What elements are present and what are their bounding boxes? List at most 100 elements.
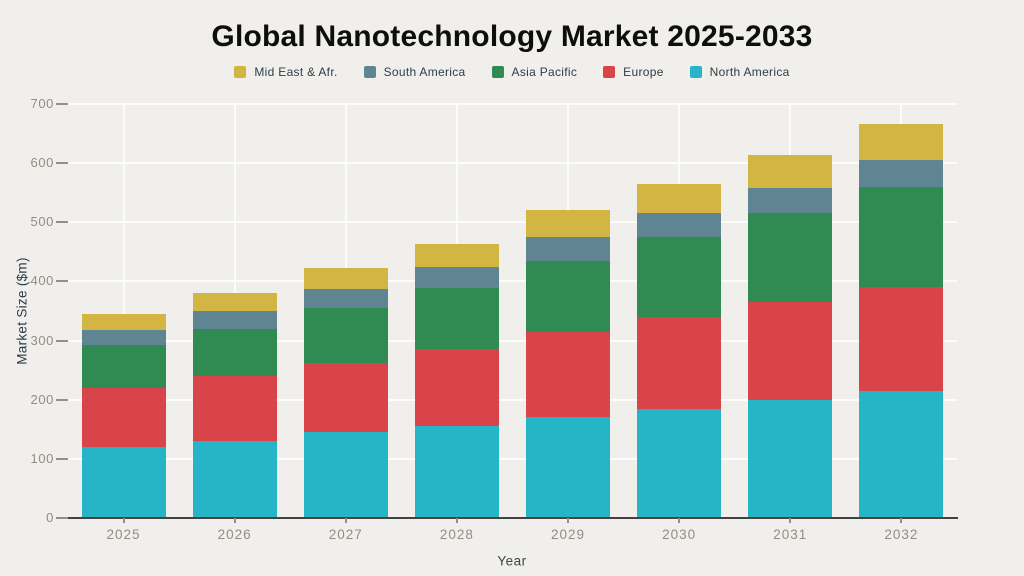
legend-label: South America bbox=[383, 65, 466, 79]
x-tick bbox=[344, 518, 347, 523]
bar-segment-europe-2030 bbox=[637, 316, 722, 409]
x-tick-label: 2029 bbox=[551, 527, 586, 542]
y-tick bbox=[56, 339, 68, 342]
legend-item: North America bbox=[689, 65, 790, 79]
bar-segment-asia-pacific-2028 bbox=[414, 287, 499, 350]
bar-segment-asia-pacific-2032 bbox=[859, 186, 944, 288]
y-tick bbox=[56, 457, 68, 460]
legend: Mid East & Afr. South America Asia Pacific… bbox=[0, 65, 1024, 79]
bar-segment-asia-pacific-2029 bbox=[526, 260, 611, 332]
legend-swatch-icon bbox=[363, 66, 376, 78]
chart-title: Global Nanotechnology Market 2025-2033 bbox=[211, 20, 813, 53]
bar-segment-north-america-2029 bbox=[526, 417, 611, 518]
v-gridline bbox=[122, 104, 125, 518]
y-tick-label: 100 bbox=[30, 450, 54, 466]
bar-segment-south-america-2028 bbox=[414, 267, 499, 288]
bar-segment-south-america-2029 bbox=[526, 237, 611, 261]
bar-segment-north-america-2032 bbox=[859, 390, 944, 518]
bar-segment-mid-east-afr--2031 bbox=[748, 155, 833, 188]
bar-segment-north-america-2030 bbox=[637, 408, 722, 518]
bar-segment-asia-pacific-2026 bbox=[192, 328, 277, 377]
y-tick-label: 500 bbox=[30, 214, 54, 230]
y-tick-label: 300 bbox=[30, 332, 54, 348]
x-tick bbox=[678, 518, 681, 523]
x-tick bbox=[455, 518, 458, 523]
x-axis-line bbox=[62, 517, 958, 519]
bar-segment-asia-pacific-2030 bbox=[637, 237, 722, 317]
legend-label: North America bbox=[709, 65, 790, 79]
h-gridline bbox=[68, 457, 957, 460]
bar-segment-mid-east-afr--2028 bbox=[414, 244, 499, 268]
h-gridline bbox=[68, 103, 957, 105]
x-tick-label: 2027 bbox=[328, 527, 363, 542]
x-tick bbox=[122, 518, 125, 523]
y-tick-label: 400 bbox=[30, 273, 54, 289]
y-tick-label: 0 bbox=[46, 510, 54, 525]
bar-segment-south-america-2025 bbox=[81, 329, 166, 346]
x-tick-label: 2025 bbox=[106, 527, 141, 542]
bar-segment-mid-east-afr--2030 bbox=[637, 183, 722, 214]
legend-label: Europe bbox=[623, 65, 664, 79]
legend-swatch-icon bbox=[491, 66, 504, 78]
bar-segment-europe-2029 bbox=[526, 331, 611, 418]
bar-segment-europe-2027 bbox=[303, 363, 388, 433]
y-tick bbox=[56, 103, 68, 105]
legend-swatch-icon bbox=[689, 66, 702, 78]
bar-segment-europe-2026 bbox=[192, 376, 277, 442]
bar-segment-north-america-2025 bbox=[81, 447, 166, 518]
legend-item: Mid East & Afr. bbox=[234, 65, 337, 79]
h-gridline bbox=[68, 221, 957, 224]
legend-label: Mid East & Afr. bbox=[254, 65, 338, 79]
x-tick-label: 2031 bbox=[773, 527, 808, 542]
x-tick bbox=[900, 518, 903, 523]
legend-swatch-icon bbox=[234, 66, 247, 78]
bar-segment-europe-2031 bbox=[748, 302, 833, 400]
x-axis-label: Year bbox=[497, 553, 527, 569]
y-tick bbox=[56, 280, 68, 283]
h-gridline bbox=[68, 398, 957, 401]
legend-item: South America bbox=[363, 65, 466, 79]
h-gridline bbox=[68, 339, 957, 342]
bar-segment-north-america-2026 bbox=[192, 441, 277, 518]
legend-swatch-icon bbox=[603, 66, 616, 78]
x-tick bbox=[233, 518, 236, 523]
bar-segment-mid-east-afr--2025 bbox=[81, 313, 166, 330]
legend-label: Asia Pacific bbox=[511, 65, 578, 79]
legend-item: Asia Pacific bbox=[491, 65, 578, 79]
h-gridline bbox=[68, 280, 957, 283]
bar-segment-mid-east-afr--2027 bbox=[303, 268, 388, 289]
bar-segment-south-america-2031 bbox=[748, 187, 833, 214]
bar-segment-north-america-2028 bbox=[414, 426, 499, 518]
bar-segment-mid-east-afr--2026 bbox=[192, 293, 277, 311]
x-tick bbox=[789, 518, 792, 523]
bar-segment-south-america-2027 bbox=[303, 288, 388, 309]
y-tick-label: 600 bbox=[30, 155, 54, 171]
x-tick bbox=[567, 518, 570, 523]
bar-segment-south-america-2026 bbox=[192, 311, 277, 329]
y-tick-label: 200 bbox=[30, 391, 54, 407]
x-tick-label: 2028 bbox=[439, 527, 474, 542]
bar-segment-europe-2028 bbox=[414, 349, 499, 427]
bar-segment-mid-east-afr--2029 bbox=[526, 210, 611, 238]
bar-segment-asia-pacific-2027 bbox=[303, 308, 388, 364]
h-gridline bbox=[68, 162, 957, 165]
bar-segment-asia-pacific-2025 bbox=[81, 345, 166, 388]
y-tick-label: 700 bbox=[30, 96, 54, 111]
y-tick bbox=[56, 398, 68, 401]
bar-segment-north-america-2031 bbox=[748, 399, 833, 518]
bar-segment-mid-east-afr--2032 bbox=[859, 123, 944, 161]
x-tick-label: 2030 bbox=[662, 527, 697, 542]
y-tick bbox=[56, 517, 68, 519]
legend-item: Europe bbox=[603, 65, 664, 79]
bar-segment-asia-pacific-2031 bbox=[748, 213, 833, 303]
bar-segment-north-america-2027 bbox=[303, 432, 388, 518]
bar-segment-south-america-2030 bbox=[637, 213, 722, 238]
bar-segment-europe-2032 bbox=[859, 287, 944, 391]
x-tick-label: 2026 bbox=[217, 527, 252, 542]
bar-segment-europe-2025 bbox=[81, 387, 166, 448]
y-tick bbox=[56, 162, 68, 165]
bar-segment-south-america-2032 bbox=[859, 160, 944, 187]
y-tick bbox=[56, 221, 68, 224]
